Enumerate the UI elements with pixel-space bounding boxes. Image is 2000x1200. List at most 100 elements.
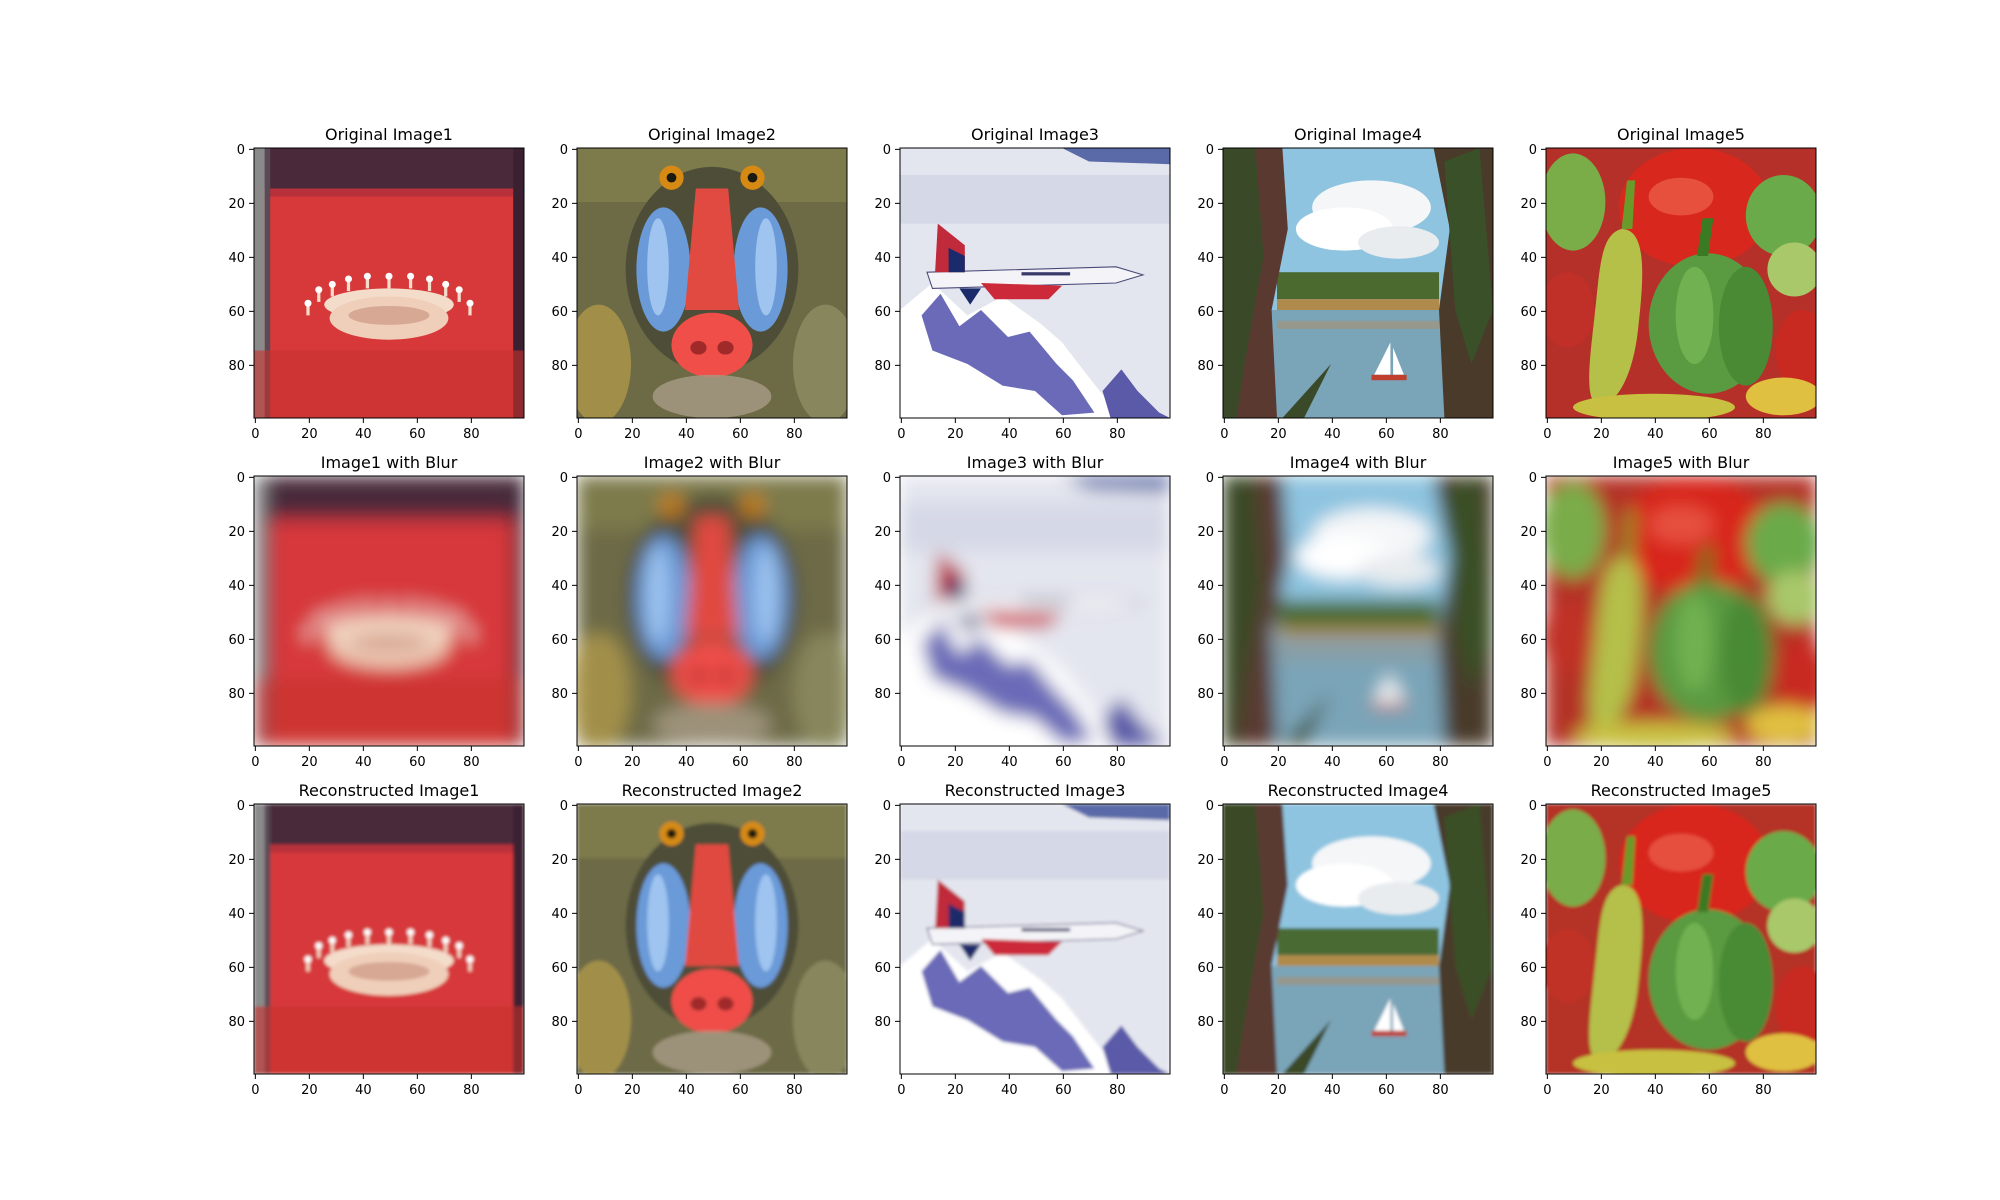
y-tick-label: 80 xyxy=(551,1015,568,1030)
y-tick-label: 20 xyxy=(1197,853,1214,868)
x-tick-label: 40 xyxy=(1647,427,1664,442)
panel-title: Reconstructed Image5 xyxy=(1591,781,1772,800)
y-tick-label: 20 xyxy=(1520,197,1537,212)
x-tick-label: 80 xyxy=(463,755,480,770)
x-tick-label: 0 xyxy=(1543,755,1551,770)
peppers-image xyxy=(1546,148,1816,418)
y-tick-label: 40 xyxy=(1197,907,1214,922)
x-tick-label: 80 xyxy=(463,427,480,442)
panel-title: Original Image3 xyxy=(971,125,1099,144)
y-tick-label: 0 xyxy=(1206,143,1214,158)
x-tick-label: 40 xyxy=(355,427,372,442)
peppers-image xyxy=(1546,476,1816,746)
panel-blurred-3: Image3 with Blur 0 20 40 60 80 0 20 40 60 80 xyxy=(874,453,1171,770)
x-tick-label: 40 xyxy=(678,755,695,770)
milk-splash-image xyxy=(254,148,524,418)
x-tick-label: 80 xyxy=(1755,1083,1772,1098)
x-tick-label: 80 xyxy=(786,427,803,442)
x-tick-label: 60 xyxy=(732,427,749,442)
x-tick-label: 80 xyxy=(463,1083,480,1098)
panel-title: Reconstructed Image4 xyxy=(1268,781,1449,800)
y-tick-label: 40 xyxy=(874,579,891,594)
y-tick-label: 80 xyxy=(228,687,245,702)
x-tick-label: 0 xyxy=(1543,427,1551,442)
y-tick-label: 60 xyxy=(1197,305,1214,320)
jet-image xyxy=(900,804,1170,1074)
x-tick-label: 80 xyxy=(786,755,803,770)
y-tick-label: 0 xyxy=(883,143,891,158)
x-tick-label: 0 xyxy=(897,755,905,770)
y-tick-label: 0 xyxy=(1206,799,1214,814)
panel-original-4: Original Image4 0 20 40 60 80 0 20 40 60 80 xyxy=(1197,125,1494,442)
x-tick-label: 60 xyxy=(409,755,426,770)
y-tick-label: 60 xyxy=(228,633,245,648)
x-tick-label: 0 xyxy=(251,755,259,770)
panel-blurred-4: Image4 with Blur 0 20 40 60 80 0 20 40 60 80 xyxy=(1197,453,1494,770)
x-tick-label: 80 xyxy=(1432,755,1449,770)
x-tick-label: 20 xyxy=(1593,1083,1610,1098)
y-tick-label: 60 xyxy=(1197,961,1214,976)
axes-frame xyxy=(253,475,525,747)
x-tick-label: 20 xyxy=(947,755,964,770)
x-tick-label: 0 xyxy=(897,427,905,442)
y-tick-label: 80 xyxy=(551,359,568,374)
x-tick-label: 0 xyxy=(574,427,582,442)
panel-title: Original Image5 xyxy=(1617,125,1745,144)
x-tick-label: 80 xyxy=(1109,427,1126,442)
y-tick-label: 80 xyxy=(1520,1015,1537,1030)
axes-frame xyxy=(1222,475,1494,747)
x-tick-label: 60 xyxy=(1701,755,1718,770)
y-tick-label: 20 xyxy=(228,197,245,212)
axes-frame xyxy=(576,803,848,1075)
milk-splash-image xyxy=(254,476,524,746)
mandrill-image xyxy=(577,148,847,418)
axes-frame xyxy=(1222,147,1494,419)
y-tick-label: 20 xyxy=(1520,525,1537,540)
y-tick-label: 60 xyxy=(228,961,245,976)
x-tick-label: 0 xyxy=(574,755,582,770)
x-tick-label: 20 xyxy=(947,427,964,442)
y-tick-label: 80 xyxy=(874,1015,891,1030)
x-tick-label: 60 xyxy=(732,755,749,770)
axes-frame xyxy=(1545,475,1817,747)
x-tick-label: 80 xyxy=(1432,1083,1449,1098)
mandrill-image xyxy=(577,804,847,1074)
x-tick-label: 20 xyxy=(301,755,318,770)
panel-title: Original Image1 xyxy=(325,125,453,144)
y-tick-label: 60 xyxy=(874,961,891,976)
y-tick-label: 0 xyxy=(237,471,245,486)
y-tick-label: 80 xyxy=(874,687,891,702)
panel-title: Reconstructed Image2 xyxy=(622,781,803,800)
x-tick-label: 80 xyxy=(1109,1083,1126,1098)
y-tick-label: 20 xyxy=(551,853,568,868)
y-tick-label: 40 xyxy=(551,579,568,594)
y-tick-label: 60 xyxy=(1520,961,1537,976)
y-tick-label: 60 xyxy=(551,305,568,320)
x-tick-label: 40 xyxy=(1001,427,1018,442)
x-tick-label: 40 xyxy=(1324,427,1341,442)
x-tick-label: 0 xyxy=(574,1083,582,1098)
y-tick-label: 0 xyxy=(1529,471,1537,486)
panel-title: Reconstructed Image3 xyxy=(945,781,1126,800)
axes-frame xyxy=(899,475,1171,747)
y-tick-label: 20 xyxy=(551,525,568,540)
x-tick-label: 20 xyxy=(624,1083,641,1098)
y-tick-label: 80 xyxy=(1197,359,1214,374)
panel-original-5: Original Image5 0 20 40 60 80 0 20 40 60 80 xyxy=(1520,125,1817,442)
y-tick-label: 40 xyxy=(228,251,245,266)
x-tick-label: 20 xyxy=(301,1083,318,1098)
lake-image xyxy=(1223,476,1493,746)
panel-original-2: Original Image2 0 20 40 60 80 0 20 40 60 80 xyxy=(551,125,848,442)
x-tick-label: 80 xyxy=(786,1083,803,1098)
y-tick-label: 20 xyxy=(1197,525,1214,540)
panel-reconstructed-1: Reconstructed Image1 0 20 40 60 80 0 20 40 60 80 xyxy=(228,781,525,1098)
axes-frame xyxy=(253,803,525,1075)
x-tick-label: 40 xyxy=(678,1083,695,1098)
y-tick-label: 0 xyxy=(1206,471,1214,486)
axes-frame xyxy=(576,475,848,747)
y-tick-label: 60 xyxy=(1197,633,1214,648)
y-tick-label: 40 xyxy=(551,907,568,922)
x-tick-label: 40 xyxy=(1647,755,1664,770)
y-tick-label: 60 xyxy=(551,961,568,976)
